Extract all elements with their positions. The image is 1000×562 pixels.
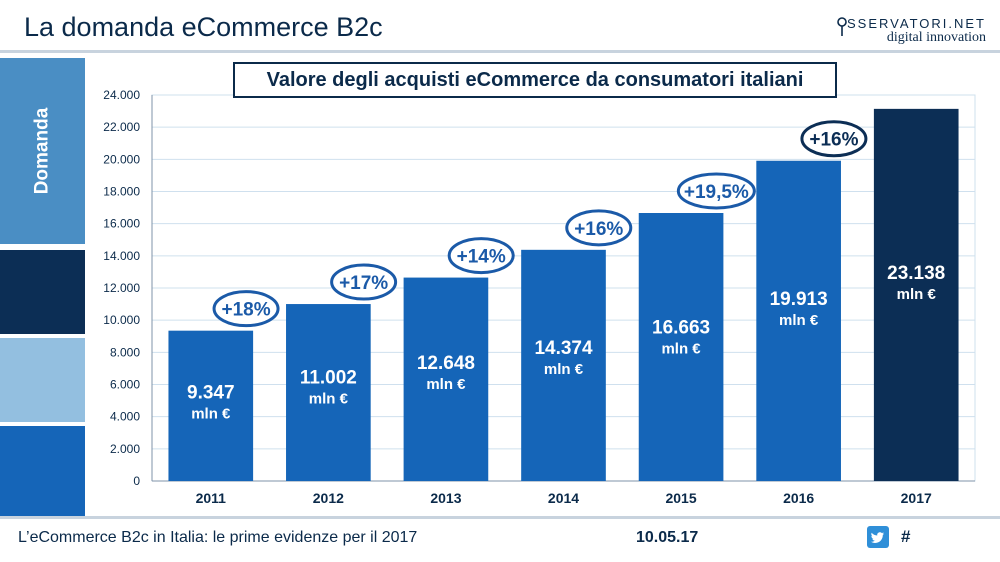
y-tick-label: 10.000 [103, 313, 140, 327]
bar [873, 108, 959, 481]
data-unit-label: mln € [191, 405, 231, 422]
growth-bubble [800, 120, 868, 158]
logo-line-2: digital innovation [886, 30, 986, 45]
bar-chart: 0 2.000 4.000 6.000 8.000 10.000 12.000 14.000 1… [103, 88, 976, 506]
y-tick-label: 16.000 [103, 217, 140, 231]
growth-label: +16% [574, 219, 623, 240]
data-unit-label: mln € [544, 361, 584, 378]
x-tick-label: 2015 [665, 490, 696, 506]
growth-bubble [565, 209, 633, 247]
growth-bubble [676, 172, 756, 210]
y-tick-label: 2.000 [110, 442, 140, 456]
chart-title: Valore degli acquisti eCommerce da consu… [233, 62, 837, 98]
growth-bubble [212, 290, 280, 328]
y-tick-label: 4.000 [110, 410, 140, 424]
bar [638, 213, 724, 481]
twitter-icon[interactable] [867, 526, 889, 548]
x-tick-label: 2011 [196, 490, 227, 506]
footer-text: L’eCommerce B2c in Italia: le prime evid… [18, 529, 418, 546]
pin-icon [837, 17, 847, 36]
twitter-bird-glyph [871, 532, 884, 543]
x-tick-label: 2014 [548, 490, 579, 506]
data-label: 16.663 [652, 318, 710, 339]
footer-divider [0, 516, 1000, 519]
data-unit-label: mln € [779, 312, 819, 329]
side-block-4 [0, 426, 85, 516]
data-label: 12.648 [417, 353, 475, 374]
y-tick-label: 6.000 [110, 378, 140, 392]
data-label: 9.347 [187, 382, 235, 403]
y-tick-label: 14.000 [103, 249, 140, 263]
osservatori-logo: SSERVATORI.NET digital innovation [837, 16, 986, 46]
growth-label: +14% [457, 247, 506, 268]
data-unit-label: mln € [897, 286, 937, 303]
side-block-1 [0, 58, 85, 244]
y-tick-label: 8.000 [110, 345, 140, 359]
data-label: 11.002 [300, 368, 357, 389]
logo-line-1: SSERVATORI.NET [846, 16, 986, 31]
y-tick-label: 12.000 [103, 281, 140, 295]
data-label: 23.138 [887, 263, 945, 284]
slide-title: La domanda eCommerce B2c [24, 12, 383, 42]
growth-label: +17% [339, 273, 388, 294]
footer-date: 10.05.17 [636, 529, 699, 546]
x-tick-label: 2013 [430, 490, 461, 506]
data-unit-label: mln € [426, 376, 466, 393]
data-label: 19.913 [770, 289, 828, 310]
x-tick-label: 2016 [783, 490, 814, 506]
x-tick-label: 2012 [313, 490, 344, 506]
bar [756, 160, 841, 481]
bar [168, 330, 254, 481]
side-block-3 [0, 338, 85, 422]
growth-bubble [447, 237, 515, 275]
growth-bubble [330, 263, 398, 301]
x-tick-label: 2017 [901, 490, 932, 506]
y-tick-label: 20.000 [103, 152, 140, 166]
growth-label: +16% [809, 130, 858, 151]
data-unit-label: mln € [661, 341, 701, 358]
y-tick-label: 24.000 [103, 88, 140, 102]
y-tick-label: 22.000 [103, 120, 140, 134]
side-block-2 [0, 250, 85, 334]
data-label: 14.374 [534, 338, 593, 359]
y-tick-label: 0 [133, 474, 140, 488]
bar [403, 277, 489, 481]
growth-label: +19,5% [684, 182, 749, 203]
y-tick-label: 18.000 [103, 185, 140, 199]
bar [521, 249, 606, 481]
hashtag[interactable]: # [901, 527, 911, 546]
data-unit-label: mln € [309, 391, 349, 408]
title-divider [0, 50, 1000, 53]
bar [286, 304, 371, 481]
growth-label: +18% [221, 300, 270, 321]
